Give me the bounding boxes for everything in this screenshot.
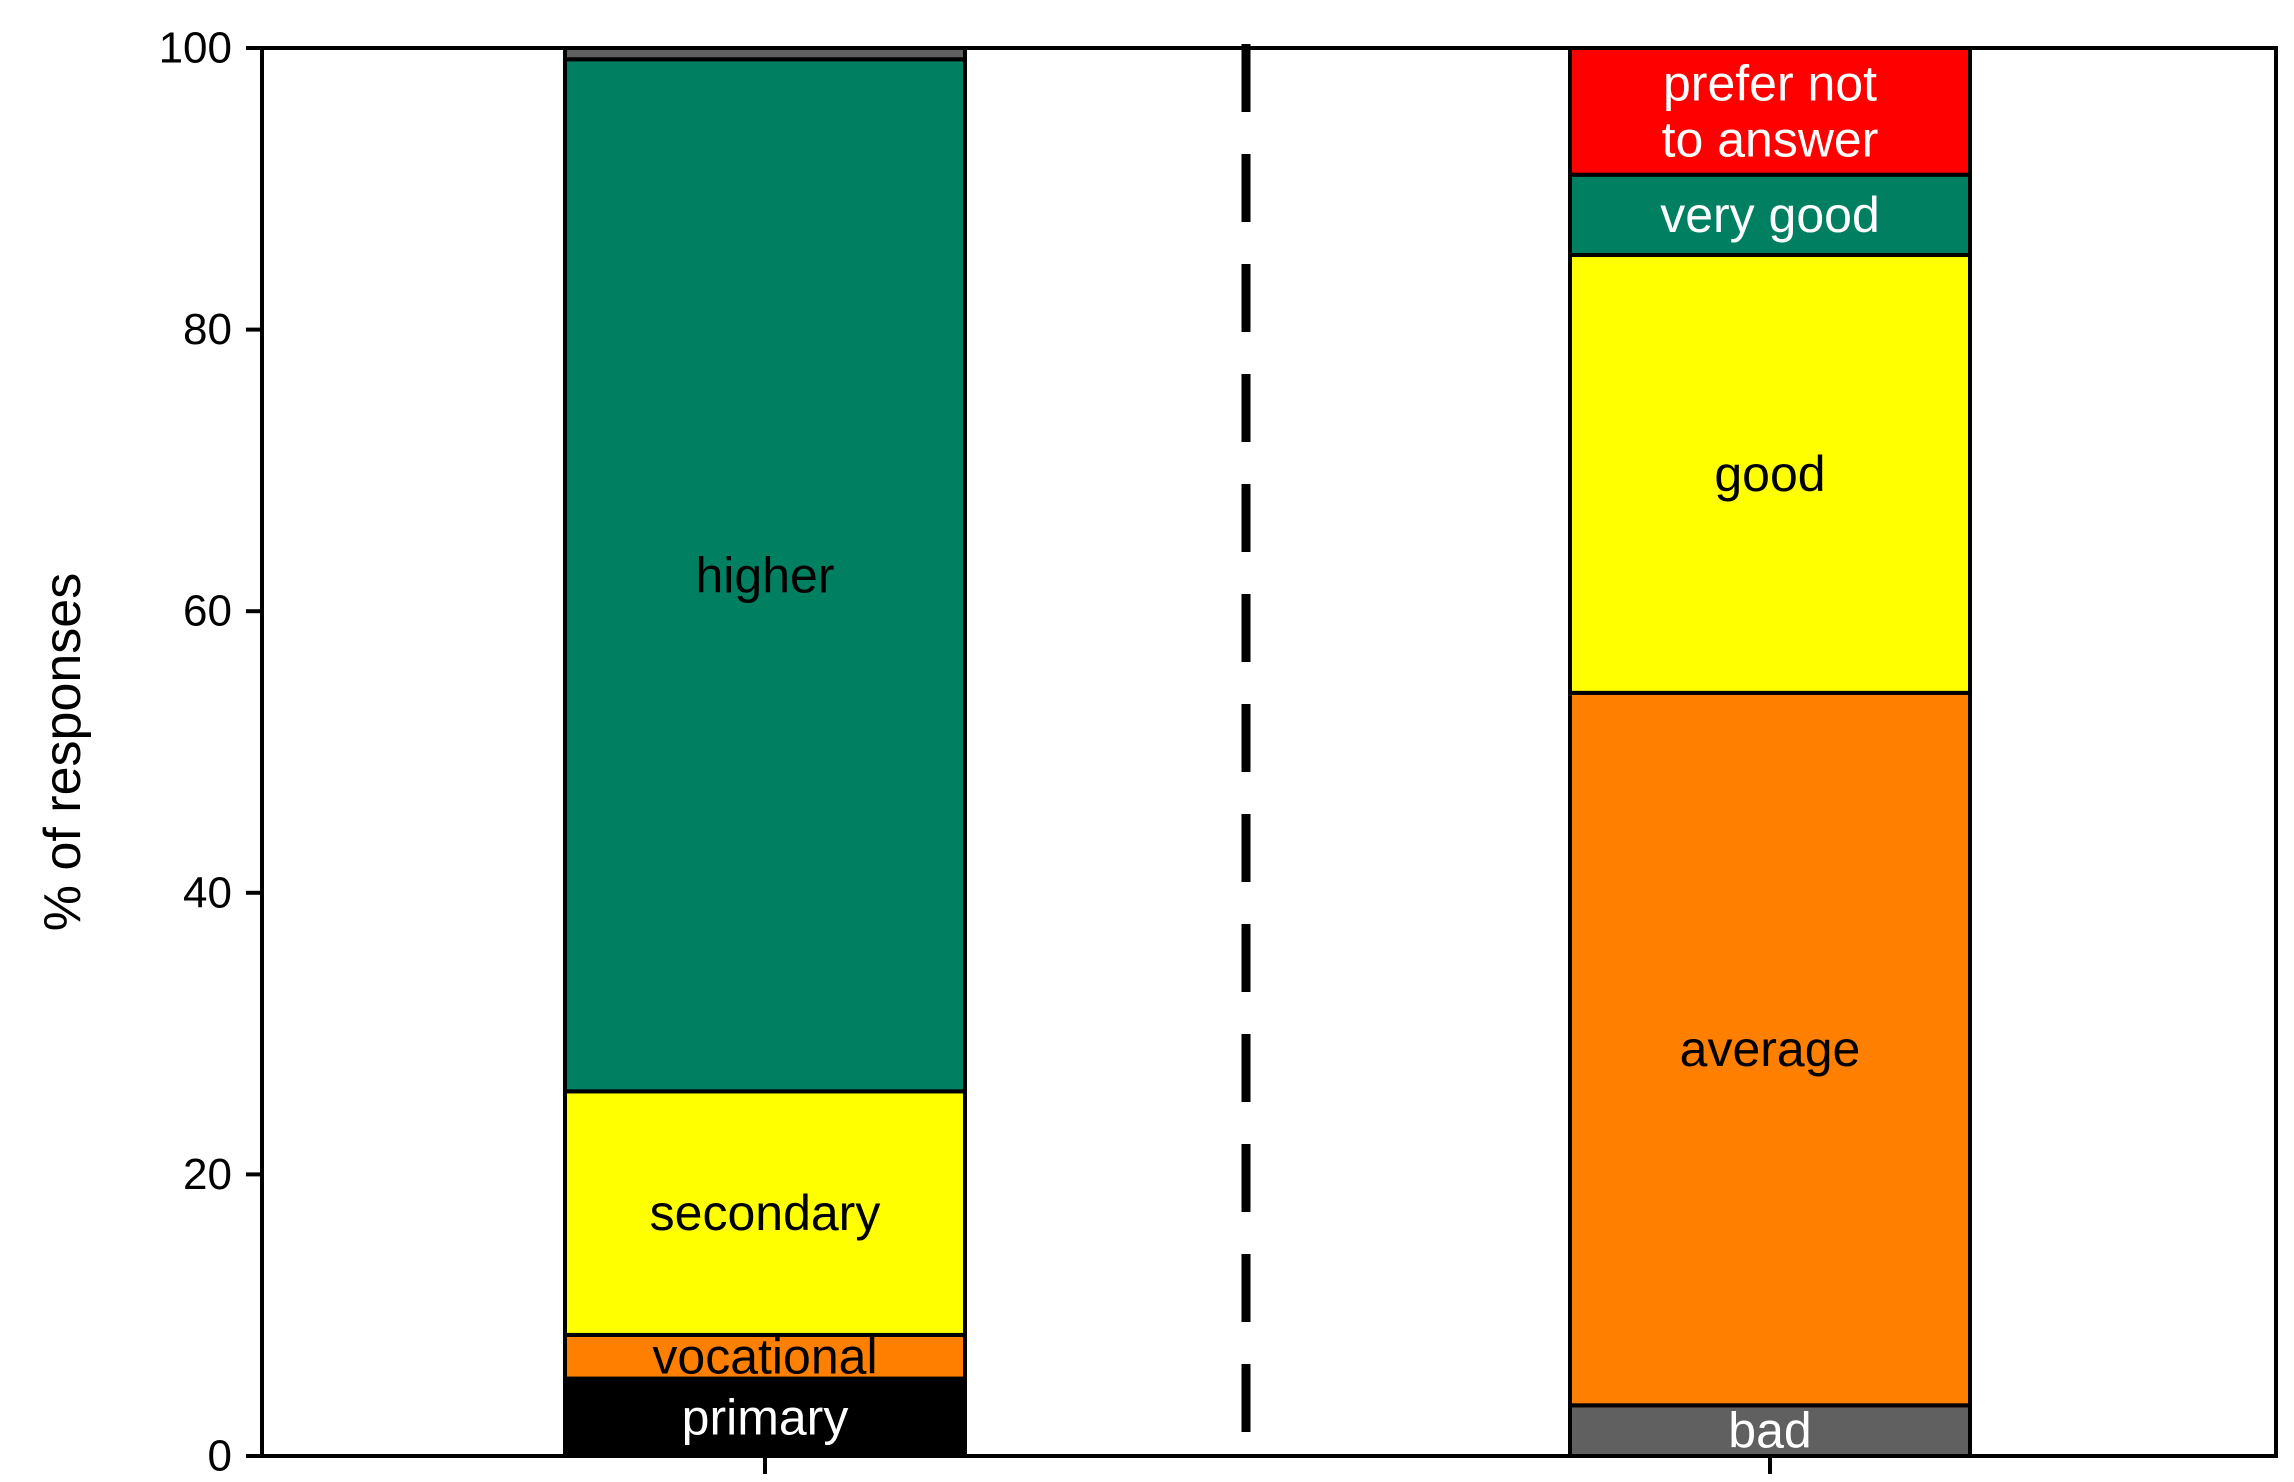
bars-layer — [563, 46, 1972, 1459]
bar-2-segment-5 — [1568, 46, 1972, 177]
bar-2-segment-3 — [1568, 252, 1972, 695]
plot-frame — [260, 46, 2278, 1458]
bar-2-segment-2 — [1568, 690, 1972, 1408]
bar-2-segment-1-label: bad — [1728, 1403, 1811, 1459]
bar-2-segment-4 — [1568, 172, 1972, 257]
bar-1-segment-2 — [563, 1332, 967, 1381]
y-axis: 0 20 40 60 80 100 — [159, 24, 1772, 1481]
bar-1-segment-2-label: vocational — [652, 1329, 877, 1385]
y-tick-label-80: 80 — [183, 305, 232, 354]
bar-1-segment-4 — [563, 57, 967, 1094]
bar-2-segment-2-label: average — [1680, 1021, 1861, 1077]
bar-1-segment-3-label: secondary — [650, 1185, 881, 1241]
y-tick-label-20: 20 — [183, 1150, 232, 1199]
bar-2-segment-3-label: good — [1714, 446, 1825, 502]
y-axis-title: % of responses — [34, 573, 92, 931]
bar-1-segment-1-label: primary — [682, 1389, 849, 1445]
y-tick-label-100: 100 — [159, 24, 232, 73]
bar-2-segment-4-label: very good — [1660, 187, 1880, 243]
bar-1-segment-1 — [563, 1376, 967, 1459]
y-tick-label-0: 0 — [208, 1432, 232, 1481]
y-tick-label-60: 60 — [183, 587, 232, 636]
bar-2-segment-5-label: prefer not to answer — [1662, 55, 1879, 167]
y-tick-label-40: 40 — [183, 868, 232, 917]
bar-1-segment-4-label: higher — [696, 547, 835, 603]
